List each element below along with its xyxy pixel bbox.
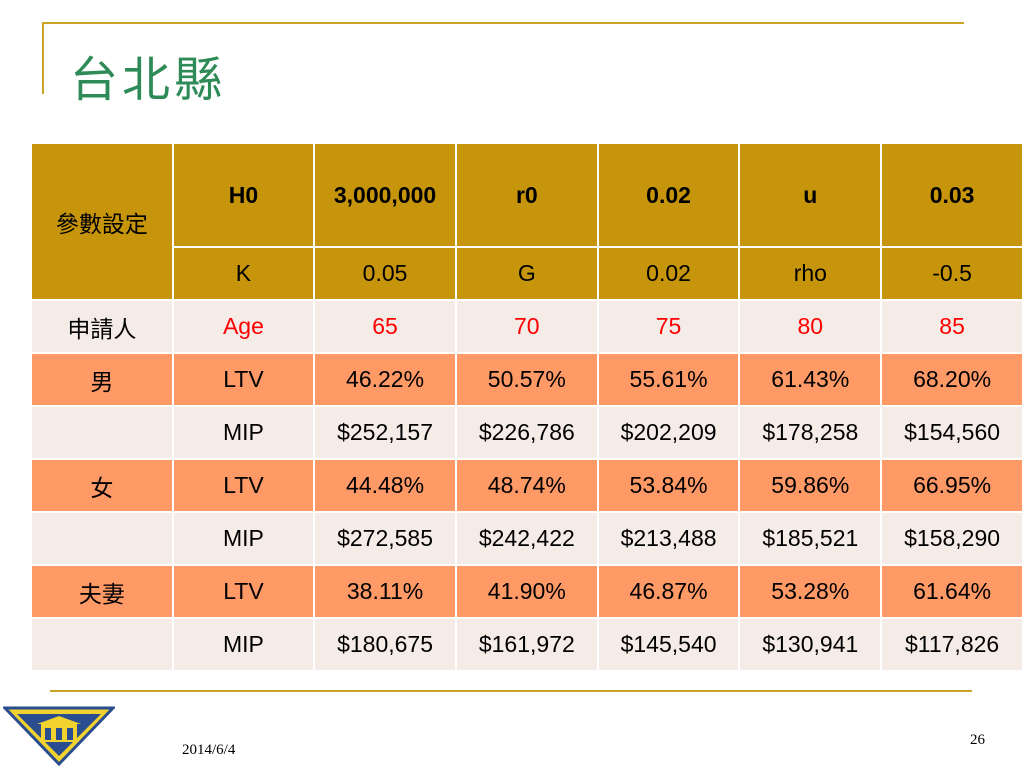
metric-label: MIP bbox=[171, 617, 316, 672]
parameter-table: 參數設定 H0 3,000,000 r0 0.02 u 0.03 K 0.05 … bbox=[30, 142, 1024, 672]
mip-cell: $154,560 bbox=[880, 405, 1024, 460]
slide-date: 2014/6/4 bbox=[182, 742, 236, 758]
university-emblem-icon bbox=[1, 704, 117, 767]
table-row-male-mip: MIP $252,157 $226,786 $202,209 $178,258 … bbox=[30, 405, 1024, 460]
mip-cell: $158,290 bbox=[880, 511, 1024, 566]
table-cell: G bbox=[454, 246, 599, 301]
mip-cell: $252,157 bbox=[313, 405, 457, 460]
ltv-cell: 48.74% bbox=[454, 458, 599, 513]
empty-cell bbox=[30, 617, 174, 672]
mip-cell: $242,422 bbox=[454, 511, 599, 566]
ltv-cell: 44.48% bbox=[313, 458, 457, 513]
mip-cell: $202,209 bbox=[596, 405, 741, 460]
mip-cell: $161,972 bbox=[454, 617, 599, 672]
age-cell: 70 bbox=[454, 299, 599, 354]
ltv-cell: 41.90% bbox=[454, 564, 599, 619]
metric-label: LTV bbox=[171, 352, 316, 407]
table-cell: H0 bbox=[171, 142, 316, 248]
table-cell: u bbox=[738, 142, 883, 248]
table-cell: r0 bbox=[454, 142, 599, 248]
ltv-cell: 46.22% bbox=[313, 352, 457, 407]
ltv-cell: 61.43% bbox=[738, 352, 883, 407]
left-rule bbox=[42, 22, 44, 94]
mip-cell: $213,488 bbox=[596, 511, 741, 566]
metric-label: MIP bbox=[171, 511, 316, 566]
empty-cell bbox=[30, 405, 174, 460]
empty-cell bbox=[30, 511, 174, 566]
table-cell: 3,000,000 bbox=[313, 142, 457, 248]
table-cell: 0.05 bbox=[313, 246, 457, 301]
ltv-cell: 59.86% bbox=[738, 458, 883, 513]
params-label: 參數設定 bbox=[30, 142, 174, 301]
slide-title: 台北縣 bbox=[70, 52, 227, 108]
ltv-cell: 53.84% bbox=[596, 458, 741, 513]
metric-label: LTV bbox=[171, 458, 316, 513]
table-row-female-ltv: 女 LTV 44.48% 48.74% 53.84% 59.86% 66.95% bbox=[30, 458, 1024, 513]
age-cell: 85 bbox=[880, 299, 1024, 354]
table-cell: 0.02 bbox=[596, 246, 741, 301]
table-row-params-1: 參數設定 H0 3,000,000 r0 0.02 u 0.03 bbox=[30, 142, 1024, 301]
table-row-couple-mip: MIP $180,675 $161,972 $145,540 $130,941 … bbox=[30, 617, 1024, 672]
table-row-params-2: K 0.05 G 0.02 rho -0.5 bbox=[31, 246, 1024, 301]
table-cell: 0.03 bbox=[880, 142, 1024, 248]
mip-cell: $185,521 bbox=[738, 511, 883, 566]
table-cell: -0.5 bbox=[880, 246, 1024, 301]
ltv-cell: 68.20% bbox=[880, 352, 1024, 407]
mip-cell: $117,826 bbox=[880, 617, 1024, 672]
metric-label: MIP bbox=[171, 405, 316, 460]
table-row-female-mip: MIP $272,585 $242,422 $213,488 $185,521 … bbox=[30, 511, 1024, 566]
ltv-cell: 50.57% bbox=[454, 352, 599, 407]
table-row-age: 申請人 Age 65 70 75 80 85 bbox=[30, 299, 1024, 354]
mip-cell: $272,585 bbox=[313, 511, 457, 566]
ltv-cell: 66.95% bbox=[880, 458, 1024, 513]
table-cell: rho bbox=[738, 246, 883, 301]
ltv-cell: 38.11% bbox=[313, 564, 457, 619]
age-cell: 75 bbox=[596, 299, 741, 354]
mip-cell: $180,675 bbox=[313, 617, 457, 672]
table-row-male-ltv: 男 LTV 46.22% 50.57% 55.61% 61.43% 68.20% bbox=[30, 352, 1024, 407]
group-label-couple: 夫妻 bbox=[30, 564, 174, 619]
mip-cell: $178,258 bbox=[738, 405, 883, 460]
ltv-cell: 61.64% bbox=[880, 564, 1024, 619]
mip-cell: $226,786 bbox=[454, 405, 599, 460]
ltv-cell: 46.87% bbox=[596, 564, 741, 619]
age-cell: 80 bbox=[738, 299, 883, 354]
age-label: Age bbox=[171, 299, 316, 354]
ltv-cell: 53.28% bbox=[738, 564, 883, 619]
mip-cell: $130,941 bbox=[738, 617, 883, 672]
metric-label: LTV bbox=[171, 564, 316, 619]
table-row-couple-ltv: 夫妻 LTV 38.11% 41.90% 46.87% 53.28% 61.64… bbox=[30, 564, 1024, 619]
page-number: 26 bbox=[970, 732, 985, 748]
mip-cell: $145,540 bbox=[596, 617, 741, 672]
table-cell: K bbox=[171, 246, 316, 301]
age-cell: 65 bbox=[313, 299, 457, 354]
group-label-male: 男 bbox=[30, 352, 174, 407]
table-cell: 0.02 bbox=[596, 142, 741, 248]
ltv-cell: 55.61% bbox=[596, 352, 741, 407]
bottom-rule bbox=[50, 690, 972, 692]
group-label-female: 女 bbox=[30, 458, 174, 513]
applicant-label: 申請人 bbox=[30, 299, 174, 354]
top-rule bbox=[42, 22, 964, 24]
